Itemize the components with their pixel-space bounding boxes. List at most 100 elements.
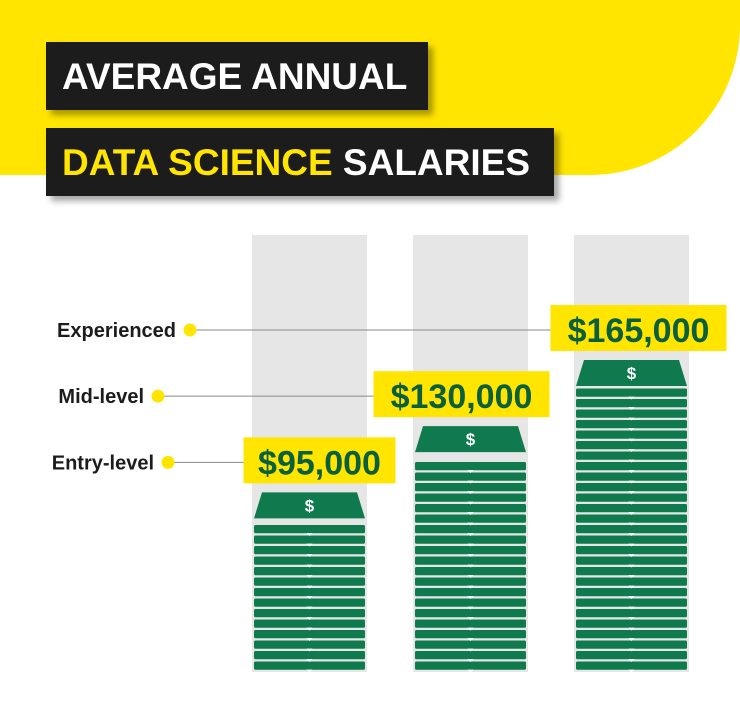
bill-notch-mid-level bbox=[467, 596, 474, 599]
bill-notch-mid-level bbox=[467, 617, 474, 620]
bill-mid-level bbox=[415, 525, 526, 534]
bill-experienced bbox=[576, 525, 687, 534]
bill-notch-experienced bbox=[628, 564, 635, 568]
bill-mid-level bbox=[415, 462, 526, 471]
bill-experienced bbox=[576, 441, 687, 450]
bill-notch-mid-level bbox=[467, 638, 474, 641]
bill-experienced bbox=[576, 535, 687, 544]
bill-notch-experienced bbox=[628, 554, 635, 557]
bill-notch-experienced bbox=[628, 480, 635, 484]
bill-notch-experienced bbox=[628, 659, 635, 662]
leader-dot-mid-level bbox=[151, 389, 165, 403]
bill-mid-level bbox=[415, 535, 526, 544]
bill-mid-level bbox=[415, 493, 526, 502]
bill-notch-mid-level bbox=[467, 627, 474, 631]
bill-notch-experienced bbox=[628, 575, 635, 578]
bill-notch-experienced bbox=[628, 449, 635, 452]
bill-mid-level bbox=[415, 619, 526, 628]
bill-entry-level bbox=[254, 598, 365, 607]
bill-notch-mid-level bbox=[467, 669, 474, 673]
bill-mid-level bbox=[415, 588, 526, 597]
bill-experienced bbox=[576, 420, 687, 429]
bill-notch-entry-level bbox=[306, 627, 313, 631]
bill-notch-experienced bbox=[628, 627, 635, 631]
title-line-2: DATA SCIENCE SALARIES bbox=[46, 128, 554, 196]
bill-experienced bbox=[576, 409, 687, 418]
bill-notch-entry-level bbox=[306, 659, 313, 662]
bill-experienced bbox=[576, 483, 687, 492]
bill-notch-entry-level bbox=[306, 585, 313, 589]
bill-notch-entry-level bbox=[306, 638, 313, 641]
bill-entry-level bbox=[254, 588, 365, 597]
bill-notch-experienced bbox=[628, 669, 635, 673]
bill-notch-experienced bbox=[628, 596, 635, 599]
bill-experienced bbox=[576, 462, 687, 471]
title-text-2: SALARIES bbox=[332, 141, 531, 183]
bill-entry-level bbox=[254, 640, 365, 649]
dollar-symbol-experienced: $ bbox=[627, 364, 637, 383]
bill-experienced bbox=[576, 514, 687, 523]
bill-mid-level bbox=[415, 651, 526, 660]
bill-entry-level bbox=[254, 609, 365, 618]
bill-entry-level bbox=[254, 661, 365, 670]
bill-notch-experienced bbox=[628, 501, 635, 505]
bill-notch-mid-level bbox=[467, 585, 474, 589]
bill-notch-mid-level bbox=[467, 543, 474, 547]
bill-experienced bbox=[576, 451, 687, 460]
bill-notch-mid-level bbox=[467, 480, 474, 484]
dollar-symbol-entry-level: $ bbox=[305, 496, 315, 515]
bill-notch-mid-level bbox=[467, 575, 474, 578]
value-label-bg-mid-level bbox=[373, 371, 550, 418]
bill-mid-level bbox=[415, 609, 526, 618]
bill-notch-experienced bbox=[628, 522, 635, 526]
bill-experienced bbox=[576, 598, 687, 607]
value-label-entry-level: $95,000 bbox=[258, 444, 381, 482]
bill-experienced bbox=[576, 619, 687, 628]
category-label-mid-level: Mid-level bbox=[58, 386, 144, 408]
bill-notch-entry-level bbox=[306, 533, 313, 536]
title-line-1: AVERAGE ANNUAL bbox=[46, 42, 428, 110]
bill-experienced bbox=[576, 577, 687, 586]
bill-entry-level bbox=[254, 567, 365, 576]
bill-experienced bbox=[576, 588, 687, 597]
bill-notch-entry-level bbox=[306, 596, 313, 599]
bill-notch-entry-level bbox=[306, 554, 313, 557]
bill-notch-experienced bbox=[628, 512, 635, 515]
bill-mid-level bbox=[415, 483, 526, 492]
title-text-1: AVERAGE ANNUAL bbox=[62, 55, 408, 97]
bill-experienced bbox=[576, 430, 687, 439]
bill-entry-level bbox=[254, 651, 365, 660]
bill-mid-level bbox=[415, 472, 526, 481]
bill-notch-experienced bbox=[628, 617, 635, 620]
bill-notch-experienced bbox=[628, 417, 635, 421]
bill-notch-experienced bbox=[628, 533, 635, 536]
bill-mid-level bbox=[415, 546, 526, 555]
bill-entry-level bbox=[254, 630, 365, 639]
leader-dot-entry-level bbox=[161, 455, 175, 469]
value-label-mid-level: $130,000 bbox=[391, 378, 533, 416]
bill-notch-mid-level bbox=[467, 470, 474, 473]
bill-experienced bbox=[576, 609, 687, 618]
bill-experienced bbox=[576, 472, 687, 481]
value-label-experienced: $165,000 bbox=[568, 312, 710, 350]
bill-experienced bbox=[576, 546, 687, 555]
bill-notch-mid-level bbox=[467, 512, 474, 515]
bill-notch-experienced bbox=[628, 491, 635, 494]
bill-notch-experienced bbox=[628, 638, 635, 641]
bill-entry-level bbox=[254, 577, 365, 586]
bill-notch-experienced bbox=[628, 396, 635, 400]
bill-notch-experienced bbox=[628, 428, 635, 431]
bill-mid-level bbox=[415, 598, 526, 607]
bill-mid-level bbox=[415, 577, 526, 586]
bill-notch-experienced bbox=[628, 543, 635, 547]
bill-mid-level bbox=[415, 661, 526, 670]
bill-entry-level bbox=[254, 525, 365, 534]
dollar-symbol-mid-level: $ bbox=[466, 430, 476, 449]
bill-notch-entry-level bbox=[306, 575, 313, 578]
value-label-bg-entry-level bbox=[243, 437, 396, 484]
bill-experienced bbox=[576, 630, 687, 639]
title-highlight-text: DATA SCIENCE bbox=[62, 141, 333, 183]
bill-mid-level bbox=[415, 630, 526, 639]
bill-notch-experienced bbox=[628, 407, 635, 410]
